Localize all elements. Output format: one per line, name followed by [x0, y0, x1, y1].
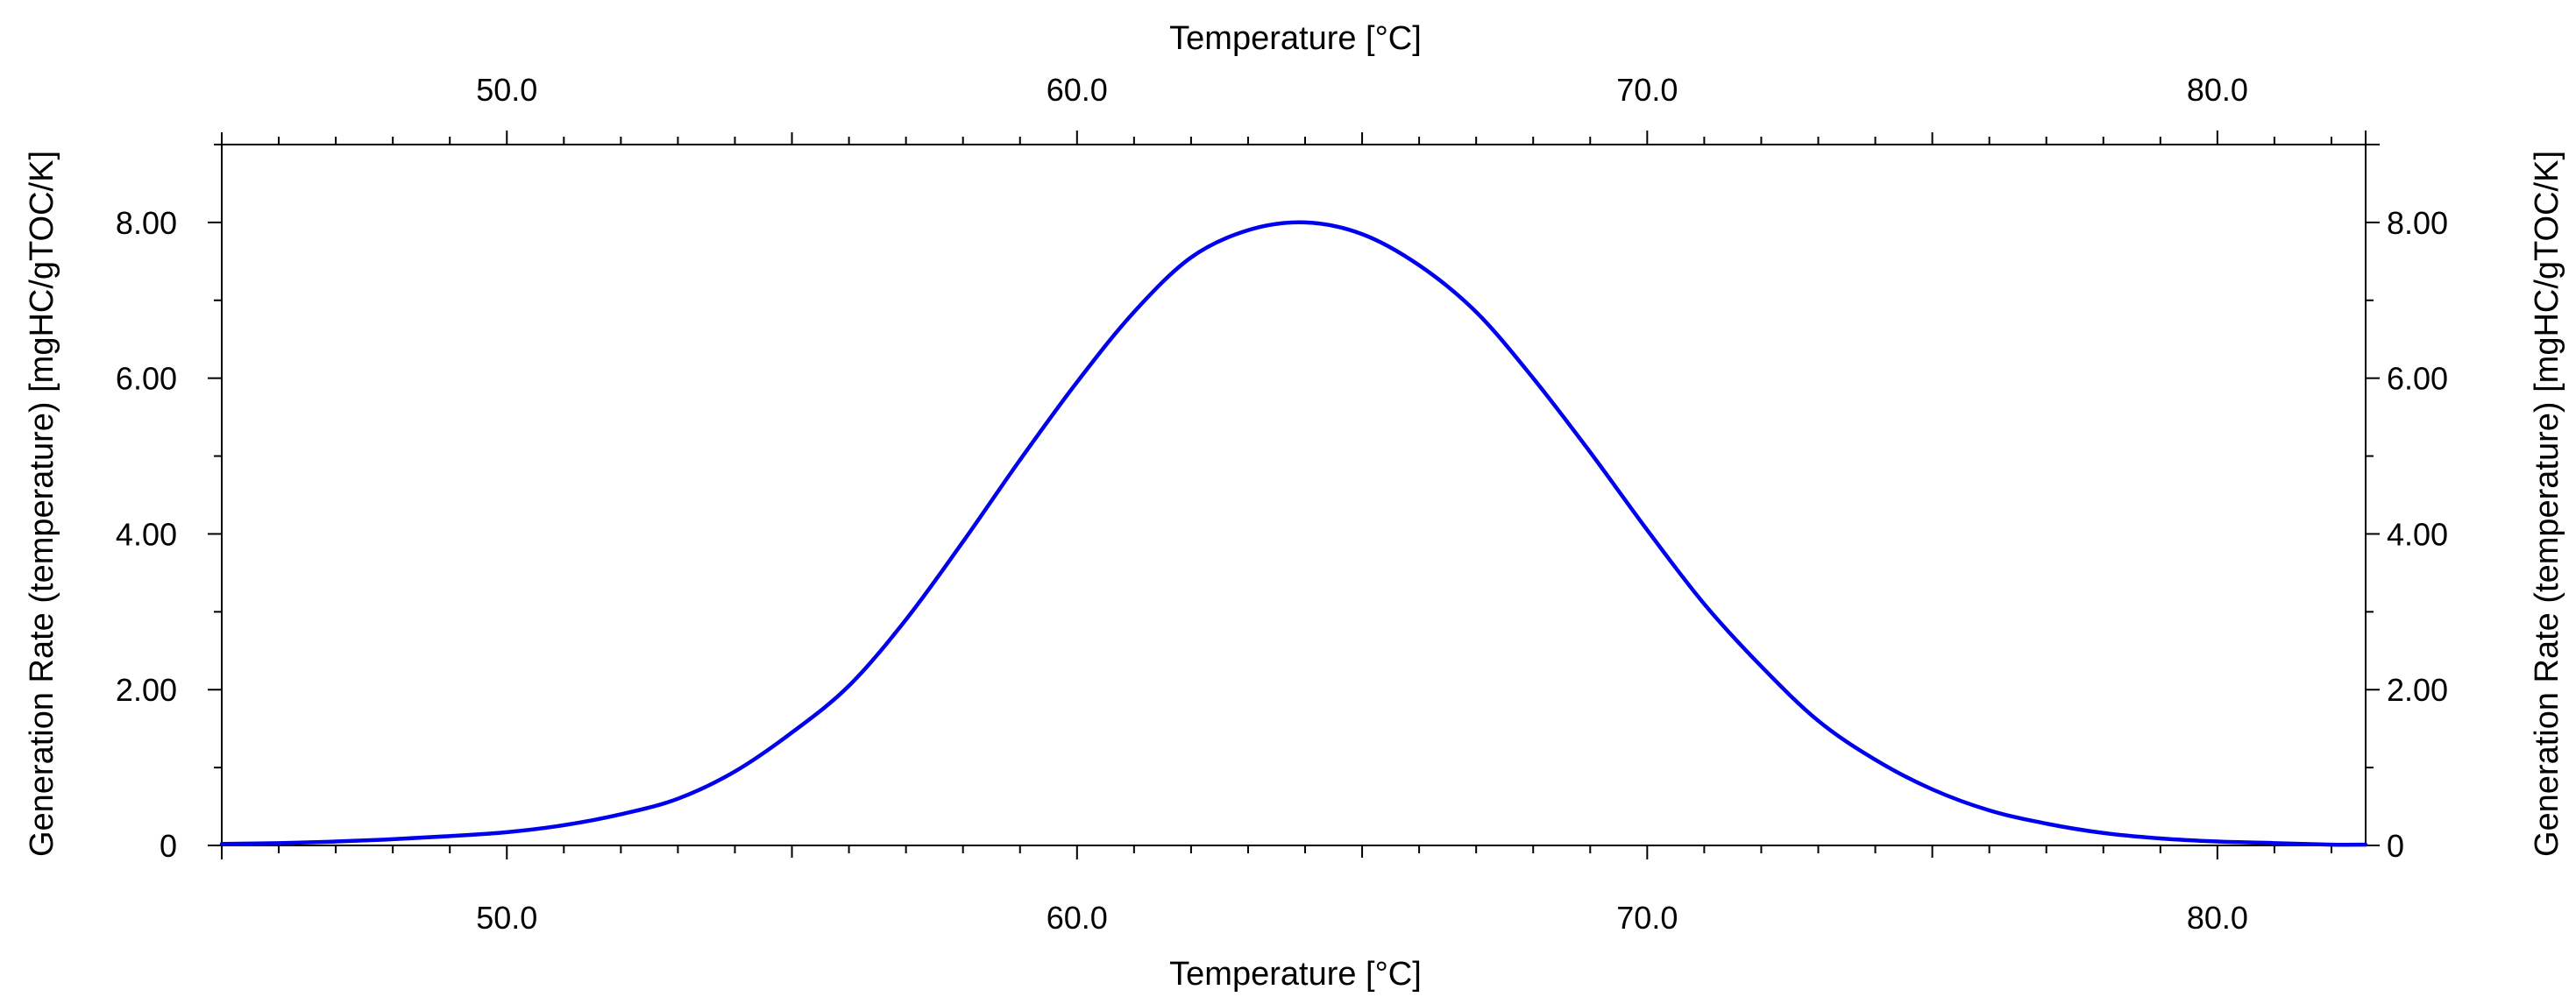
- x-tick-label-bottom: 60.0: [1047, 900, 1108, 936]
- series-line-0: [219, 220, 2368, 847]
- plot-frame: [208, 131, 2380, 859]
- x-tick-label-top: 60.0: [1047, 72, 1108, 108]
- y-tick-label-right: 0: [2387, 828, 2404, 864]
- x-tick-label-bottom: 70.0: [1616, 900, 1678, 936]
- y-tick-label-left: 4.00: [116, 516, 177, 552]
- y-tick-label-right: 8.00: [2387, 205, 2448, 241]
- x-axis-title-bottom: Temperature [°C]: [1169, 956, 1422, 993]
- x-tick-label-top: 70.0: [1616, 72, 1678, 108]
- y-axis-title-left: Generation Rate (temperature) [mgHC/gTOC…: [24, 151, 60, 857]
- y-tick-label-right: 2.00: [2387, 672, 2448, 708]
- x-tick-label-top: 80.0: [2187, 72, 2248, 108]
- y-tick-label-left: 2.00: [116, 672, 177, 708]
- series-layer: [219, 220, 2368, 847]
- y-axis-title-right: Generation Rate (temperature) [mgHC/gTOC…: [2529, 151, 2565, 857]
- y-tick-label-right: 6.00: [2387, 361, 2448, 397]
- y-tick-label-left: 6.00: [116, 361, 177, 397]
- y-tick-label-right: 4.00: [2387, 516, 2448, 552]
- x-tick-label-bottom: 50.0: [476, 900, 537, 936]
- y-tick-label-left: 0: [160, 828, 177, 864]
- y-axis-right: 0 2.00 4.00 6.00 8.00: [2366, 144, 2448, 864]
- y-tick-label-left: 8.00: [116, 205, 177, 241]
- y-axis-left: 0 2.00 4.00 6.00 8.00: [116, 144, 222, 864]
- x-tick-label-top: 50.0: [476, 72, 537, 108]
- x-axis-title-top: Temperature [°C]: [1169, 20, 1422, 57]
- x-axis-top: 50.0 60.0 70.0 80.0: [221, 72, 2332, 145]
- x-axis-bottom: 50.0 60.0 70.0 80.0: [221, 845, 2332, 936]
- x-tick-label-bottom: 80.0: [2187, 900, 2248, 936]
